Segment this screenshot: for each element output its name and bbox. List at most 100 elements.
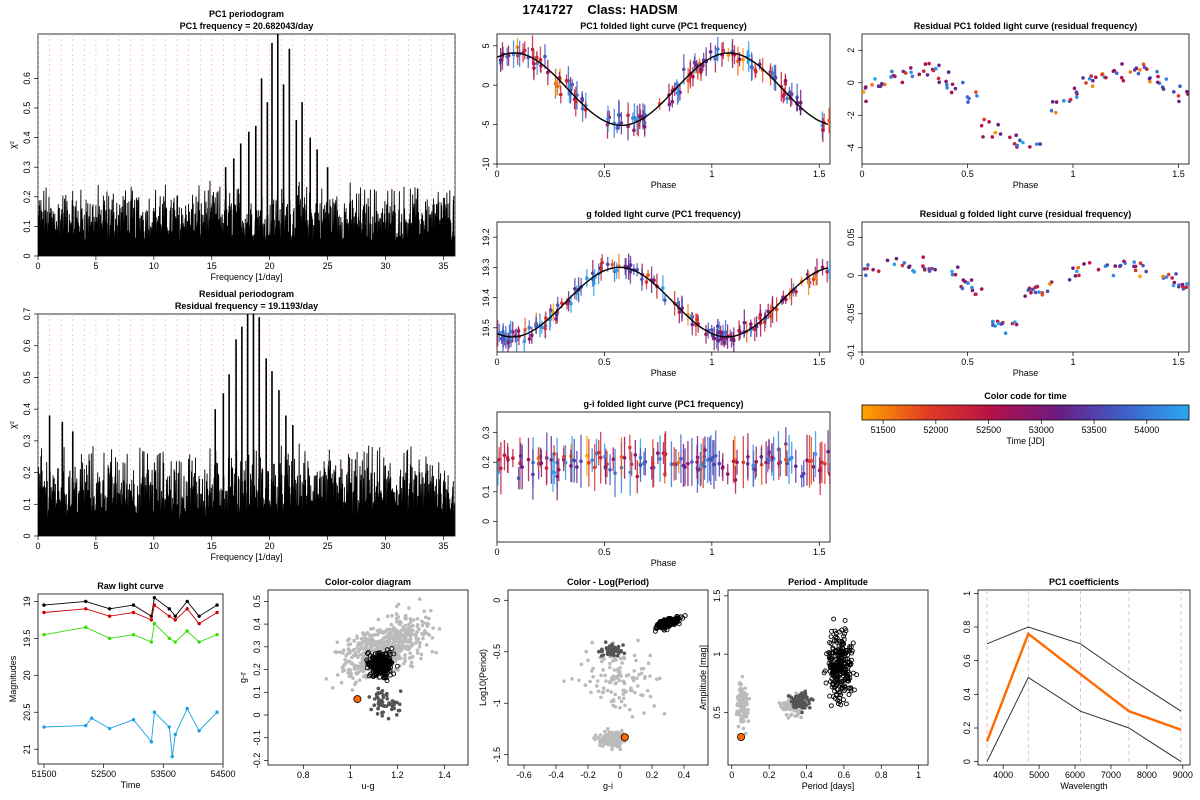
gi-folded-panel: g-i folded light curve (PC1 frequency) 0 0… [481, 399, 831, 568]
data-point [652, 628, 658, 634]
data-point [395, 632, 399, 636]
x-tick-label: 0.5 [598, 357, 611, 367]
data-point [352, 667, 357, 671]
data-point [1013, 320, 1017, 324]
data-point [739, 682, 744, 687]
data-point [801, 471, 806, 476]
data-point [346, 670, 350, 675]
data-point [652, 704, 656, 708]
data-point [662, 711, 667, 716]
data-point [601, 653, 606, 657]
data-point [793, 714, 798, 718]
data-point [376, 686, 381, 691]
data-point [555, 474, 559, 479]
data-point [526, 457, 531, 462]
data-point [611, 697, 616, 702]
data-point [389, 646, 395, 651]
data-point [185, 629, 189, 633]
data-point [783, 457, 788, 462]
data-point [544, 466, 549, 470]
data-point [530, 333, 534, 338]
data-point [407, 626, 412, 631]
data-point [398, 656, 403, 661]
y-tick-label: 0.2 [22, 191, 32, 204]
data-point [355, 646, 359, 650]
chart-title: Color code for time [984, 391, 1067, 401]
data-point [979, 123, 984, 128]
data-point [520, 465, 524, 469]
data-point [631, 678, 636, 683]
data-point [1155, 80, 1160, 85]
data-point [367, 695, 372, 699]
data-point [592, 465, 597, 470]
data-point [590, 458, 594, 462]
data-point [536, 456, 541, 460]
data-point [681, 463, 686, 468]
plot-area [497, 35, 830, 143]
plot-area [38, 314, 455, 536]
y-tick-label: 0.2 [22, 466, 32, 479]
y-tick-label: 0.6 [962, 654, 972, 667]
x-tick-label: 0 [617, 770, 622, 780]
data-point [870, 83, 874, 87]
data-point [594, 684, 599, 688]
plot-area [38, 34, 455, 256]
data-point [691, 74, 695, 79]
data-point [841, 633, 847, 639]
data-point [969, 278, 974, 282]
data-point [721, 465, 725, 469]
data-point [539, 461, 544, 465]
data-point [1087, 260, 1092, 265]
data-point [621, 679, 626, 684]
data-point [365, 637, 369, 642]
data-point [601, 744, 605, 748]
data-point [613, 739, 618, 744]
data-point [563, 460, 568, 465]
data-point [560, 301, 564, 305]
data-point [1012, 142, 1017, 146]
y-tick-label: 0.7 [22, 308, 32, 321]
series-line [43, 707, 218, 757]
data-point [638, 114, 642, 119]
x-tick-label: 0.5 [961, 357, 974, 367]
data-point [1081, 76, 1085, 80]
data-point [608, 467, 612, 472]
data-point [946, 70, 951, 74]
chart-title: Residual PC1 folded light curve (residua… [914, 21, 1138, 31]
data-point [341, 651, 345, 655]
data-point [695, 317, 699, 322]
x-tick-label: 35 [438, 541, 448, 551]
data-point [746, 707, 750, 712]
data-point [737, 328, 741, 333]
data-point [787, 704, 791, 709]
data-point [400, 639, 405, 643]
plot-frame [496, 221, 831, 353]
data-point [424, 643, 429, 647]
data-point [627, 707, 632, 712]
x-tick-label: 1.2 [391, 770, 404, 780]
data-point [418, 641, 422, 646]
data-point [387, 639, 392, 644]
data-point [800, 710, 804, 715]
coefficient-line [986, 676, 1182, 763]
data-point [619, 121, 624, 125]
x-axis-label: Period [days] [802, 781, 855, 791]
data-point [745, 461, 750, 466]
data-point [391, 651, 397, 657]
data-point [131, 603, 136, 607]
data-point [1172, 280, 1177, 285]
data-point [622, 651, 627, 656]
data-point [342, 668, 347, 672]
data-point [499, 466, 503, 471]
plot-frame [861, 33, 1190, 165]
data-point [950, 269, 954, 274]
y-tick-label: 0.3 [22, 435, 32, 448]
data-point [970, 285, 974, 290]
data-point [1071, 266, 1075, 270]
data-point [621, 643, 625, 647]
data-point [42, 725, 46, 729]
data-point [966, 100, 970, 104]
data-point [382, 631, 386, 636]
y-tick-label: 1 [712, 652, 722, 657]
data-point [409, 641, 414, 645]
